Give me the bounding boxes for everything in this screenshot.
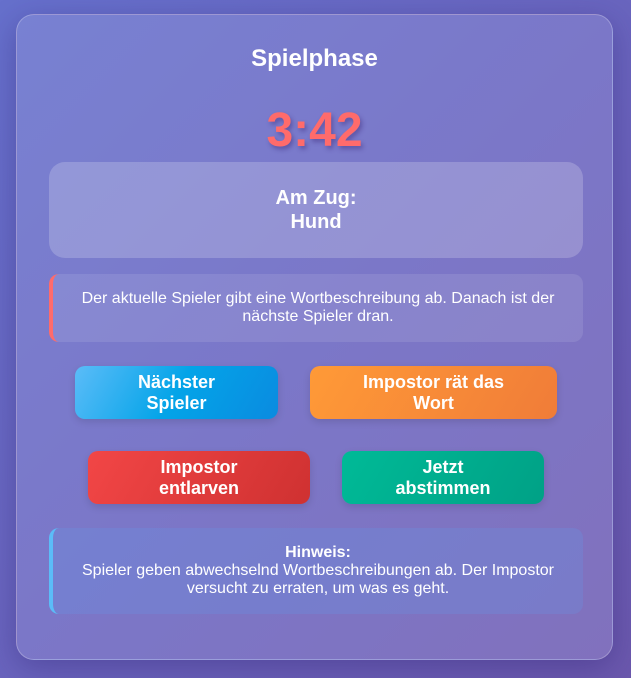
expose-impostor-button[interactable]: Impostor entlarven: [88, 451, 310, 504]
impostor-guess-word-button[interactable]: Impostor rät das Wort: [310, 366, 557, 419]
next-player-button[interactable]: Nächster Spieler: [75, 366, 278, 419]
action-row-1: Nächster Spieler Impostor rät das Wort: [49, 366, 583, 419]
current-turn-panel: Am Zug: Hund: [49, 162, 583, 258]
vote-now-button[interactable]: Jetzt abstimmen: [342, 451, 544, 504]
hint-text: Spieler geben abwechselnd Wortbeschreibu…: [82, 562, 554, 597]
current-player-name: Hund: [290, 211, 342, 233]
instruction-text: Der aktuelle Spieler gibt eine Wortbesch…: [81, 290, 555, 325]
page-title: Spielphase: [251, 45, 378, 72]
turn-label: Am Zug:: [275, 187, 357, 209]
action-row-2: Impostor entlarven Jetzt abstimmen: [49, 451, 583, 504]
instruction-box: Der aktuelle Spieler gibt eine Wortbesch…: [49, 274, 583, 342]
game-phase-card: Spielphase 3:42 Am Zug: Hund Der aktuell…: [16, 14, 613, 660]
countdown-timer: 3:42: [266, 104, 363, 157]
hint-label: Hinweis:: [285, 544, 351, 561]
hint-box: Hinweis: Spieler geben abwechselnd Wortb…: [49, 528, 583, 614]
